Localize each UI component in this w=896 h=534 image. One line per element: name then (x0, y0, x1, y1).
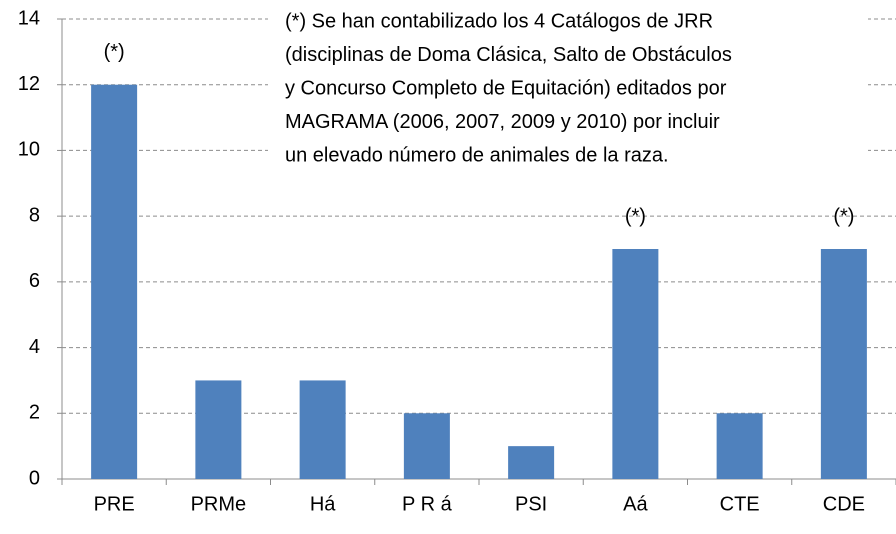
y-tick-label: 14 (18, 7, 40, 29)
y-tick-label: 8 (29, 204, 40, 226)
note-background (268, 8, 868, 188)
note-line: MAGRAMA (2006, 2007, 2009 y 2010) por in… (285, 111, 720, 133)
x-tick-label: CDE (823, 493, 865, 515)
y-tick-label: 10 (18, 139, 40, 161)
bar-annotation: (*) (833, 205, 854, 227)
bar (403, 413, 450, 479)
x-tick-label: CTE (720, 493, 760, 515)
x-tick-label: PRE (94, 493, 135, 515)
note-line: un elevado número de animales de la raza… (285, 144, 669, 166)
note-line: y Concurso Completo de Equitación) edita… (285, 77, 727, 99)
bar (716, 413, 763, 479)
bar (195, 380, 242, 479)
bar-annotation: (*) (104, 41, 125, 63)
x-tick-label: Aá (623, 493, 648, 515)
x-tick-label: PRMe (191, 493, 247, 515)
bar (91, 84, 138, 479)
y-tick-label: 6 (29, 270, 40, 292)
note-line: (disciplinas de Doma Clásica, Salto de O… (285, 44, 732, 66)
x-tick-label: PSI (515, 493, 547, 515)
x-tick-label: Há (310, 493, 336, 515)
x-tick-label: P R á (402, 493, 453, 515)
bar (820, 249, 867, 479)
note-line: (*) Se han contabilizado los 4 Catálogos… (285, 10, 713, 32)
bar (299, 380, 346, 479)
bar (612, 249, 659, 479)
y-tick-label: 0 (29, 467, 40, 489)
y-tick-label: 12 (18, 73, 40, 95)
bar-annotation: (*) (625, 205, 646, 227)
y-tick-label: 2 (29, 402, 40, 424)
bar (508, 446, 555, 479)
y-tick-label: 4 (29, 336, 40, 358)
